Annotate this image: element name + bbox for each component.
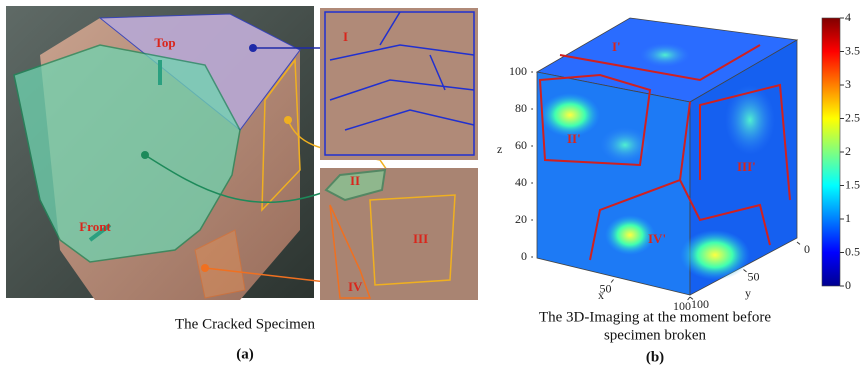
label-region: III [413,231,428,246]
caption: specimen broken [604,327,707,343]
colorbar [822,18,840,286]
colorbar-label: 4 [845,10,851,24]
colorbar-label: 0.5 [845,244,860,258]
volume-render [537,18,797,295]
tick-label: 100 [673,299,691,313]
label-region: III' [737,159,756,174]
tick-label: 100 [691,297,709,311]
axis-label-z: z [497,142,502,156]
colorbar-label: 3 [845,77,851,91]
caption: The 3D-Imaging at the moment before [539,309,771,325]
colorbar-label: 0 [845,278,851,292]
label-region: II [350,173,360,188]
tick-label: 80 [515,101,527,115]
colorbar-label: 2.5 [845,110,860,124]
colorbar-label: 3.5 [845,43,860,57]
tick-mark [744,270,747,272]
label-region: IV [348,279,363,294]
panel-tag: (a) [236,346,254,362]
tick-mark [797,242,800,244]
tick-label: 20 [515,212,527,226]
tick-label: 0 [521,249,527,263]
axis-label-y: y [745,286,751,300]
photo-front-face [320,168,478,300]
tick-label: 0 [804,242,810,256]
label-region: II' [567,131,581,146]
label-front: Front [79,219,111,234]
caption: The Cracked Specimen [175,316,315,332]
tick-label: 50 [748,269,760,283]
label-top: Top [154,35,175,50]
colorbar-label: 2 [845,144,851,158]
colorbar-label: 1 [845,211,851,225]
figure: Top Front I II III IV The Cracked Specim… [0,0,861,370]
label-region: IV' [648,231,666,246]
tick-label: 40 [515,175,527,189]
tick-label: 60 [515,138,527,152]
label-region: I [343,29,348,44]
panel-tag: (b) [646,349,664,365]
colorbar-label: 1.5 [845,177,860,191]
label-region: I' [612,39,621,54]
tick-label: 50 [600,281,612,295]
tick-label: 100 [509,64,527,78]
